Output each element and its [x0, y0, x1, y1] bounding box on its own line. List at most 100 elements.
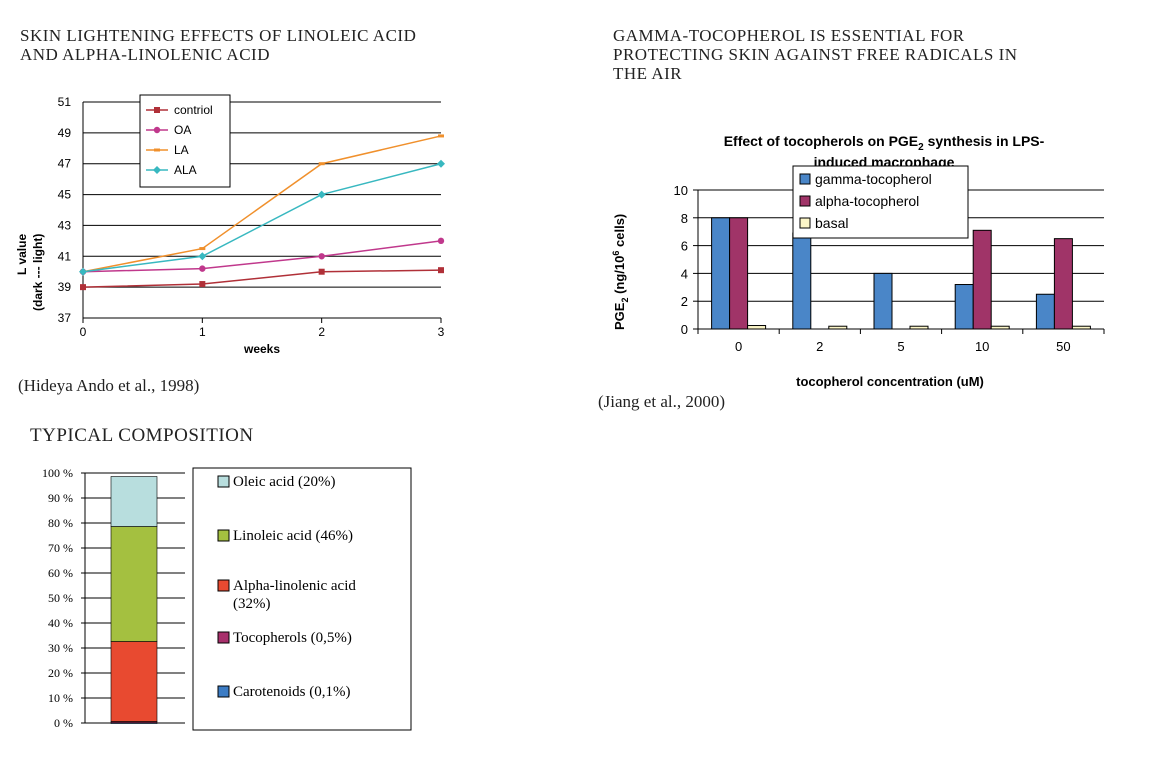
line-point-ala	[437, 159, 445, 168]
bar-basal-50	[1071, 325, 1091, 330]
legend-label-alpha-tocopherol: alpha-tocopherol	[815, 193, 919, 209]
bar-chart-y-tick-label: 0	[681, 322, 688, 337]
composition-y-tick-label: 80 %	[48, 516, 73, 530]
composition-legend-label: Alpha-linolenic acid	[233, 578, 356, 594]
legend-marker-contriol	[154, 107, 160, 113]
jiang-citation: (Jiang et al., 2000)	[598, 392, 725, 411]
bar-alpha-tocopherol-10	[972, 229, 992, 330]
composition-stacked-chart: 0 % 10 % 20 % 30 % 40 % 50 % 60 % 70 % 80 % 90 % 1…	[42, 466, 412, 731]
bar-chart-y-tick-label: 8	[681, 211, 688, 226]
bar-chart-x-tick-label: 0	[735, 339, 742, 354]
line-point-oa	[318, 253, 325, 260]
bar-gamma-tocopherol-50	[1035, 293, 1055, 330]
legend-marker-la	[154, 148, 160, 152]
line-point-ala	[79, 267, 87, 276]
line-chart-x-ticks: 0 1 2 3	[80, 318, 445, 339]
line-chart-y-tick-label: 45	[58, 188, 72, 202]
line-chart-y-tick-label: 47	[58, 157, 72, 171]
line-point-la	[199, 247, 206, 251]
bar-gamma-tocopherol-0	[711, 217, 731, 330]
composition-legend: Oleic acid (20%) Linoleic acid (46%) Alpha…	[217, 474, 356, 700]
composition-legend-label: Oleic acid (20%)	[233, 474, 335, 490]
bar-chart-y-tick-label: 10	[674, 183, 688, 198]
bar-alpha-tocopherol-50	[1053, 238, 1073, 330]
bar-chart-bars	[711, 217, 1091, 330]
bar-chart-title-line1: Effect of tocopherols on PGE2 synthesis …	[724, 133, 1045, 153]
legend-label-oa: OA	[174, 123, 191, 137]
bar-basal-0	[747, 325, 767, 330]
tocopherol-heading-line3: THE AIR	[613, 64, 683, 83]
line-chart-legend: contriol OA LA ALA	[139, 94, 231, 188]
composition-y-tick-label: 60 %	[48, 566, 73, 580]
line-series-ala	[82, 162, 442, 273]
line-point-oa	[437, 237, 445, 245]
line-chart-x-tick-label: 2	[318, 325, 325, 339]
composition-segment	[110, 476, 158, 527]
bar-chart-x-tick-label: 2	[816, 339, 823, 354]
line-chart-y-tick-label: 37	[58, 311, 72, 325]
composition-segment	[110, 526, 158, 642]
composition-legend-swatch	[217, 529, 230, 542]
bar-chart-x-ticks: 0 2 5 10 50	[697, 329, 1105, 354]
tocopherol-heading-line2: PROTECTING SKIN AGAINST FREE RADICALS IN	[613, 45, 1018, 64]
legend-swatch-basal	[799, 217, 811, 229]
line-chart-ylabel-line2: (dark --- light)	[31, 234, 45, 311]
legend-label-basal: basal	[815, 215, 848, 231]
line-point-contriol	[80, 284, 86, 291]
line-series-oa	[82, 240, 442, 273]
bar-chart-x-tick-label: 10	[975, 339, 989, 354]
composition-y-tick-label: 90 %	[48, 491, 73, 505]
skin-lightening-line-chart: 37 39 41 43 45 47 49 51 0 1 2 3 contriol OA LA ALA we…	[15, 94, 445, 356]
bar-chart-x-tick-label: 50	[1056, 339, 1070, 354]
line-point-la	[438, 134, 444, 138]
lightening-heading-line1: SKIN LIGHTENING EFFECTS OF LINOLEIC ACID	[20, 26, 417, 45]
line-chart-x-tick-label: 1	[199, 325, 206, 339]
tocopherol-heading: GAMMA-TOCOPHEROL IS ESSENTIAL FOR PROTEC…	[613, 26, 1018, 83]
legend-label-la: LA	[174, 143, 189, 157]
bar-chart-y-ticks: 0 2 4 6 8 10	[674, 183, 688, 337]
bar-chart-xlabel: tocopherol concentration (uM)	[796, 374, 984, 389]
line-point-contriol	[318, 268, 325, 275]
bar-chart-y-tick-label: 6	[681, 239, 688, 254]
composition-legend-label: Linoleic acid (46%)	[233, 528, 353, 544]
composition-legend-swatch	[217, 685, 230, 698]
bar-basal-5	[909, 325, 929, 330]
line-chart-y-tick-label: 43	[58, 218, 72, 232]
line-point-ala	[317, 190, 326, 199]
composition-segment	[110, 641, 158, 722]
legend-marker-ala	[153, 166, 161, 174]
ando-citation: (Hideya Ando et al., 1998)	[18, 376, 200, 395]
line-chart-y-tick-label: 41	[58, 249, 72, 263]
bar-gamma-tocopherol-10	[954, 284, 974, 330]
line-point-la	[318, 162, 325, 166]
composition-y-tick-label: 100 %	[42, 466, 73, 480]
line-chart-y-ticks: 37 39 41 43 45 47 49 51	[58, 95, 72, 325]
lightening-heading: SKIN LIGHTENING EFFECTS OF LINOLEIC ACID…	[20, 26, 416, 64]
composition-bar	[110, 476, 158, 724]
tocopherol-heading-line1: GAMMA-TOCOPHEROL IS ESSENTIAL FOR	[613, 26, 965, 45]
composition-legend-swatch	[217, 631, 230, 644]
composition-y-tick-label: 20 %	[48, 666, 73, 680]
bar-chart-ylabel: PGE2 (ng/106 cells)	[611, 214, 630, 330]
line-point-contriol	[438, 267, 444, 274]
composition-y-tick-label: 10 %	[48, 691, 73, 705]
line-chart-xlabel: weeks	[243, 342, 280, 356]
legend-label-contriol: contriol	[174, 103, 213, 117]
line-chart-x-tick-label: 0	[80, 325, 87, 339]
line-chart-y-tick-label: 51	[58, 95, 72, 109]
line-series-la	[82, 135, 442, 273]
bar-gamma-tocopherol-5	[873, 272, 893, 330]
bar-chart-y-tick-label: 2	[681, 294, 688, 309]
composition-legend-label-line2: (32%)	[233, 596, 271, 612]
line-series-contriol	[82, 269, 442, 288]
legend-swatch-gamma-tocopherol	[799, 173, 811, 185]
composition-legend-label: Carotenoids (0,1%)	[233, 684, 350, 700]
line-point-contriol	[199, 281, 206, 288]
lightening-heading-line2: AND ALPHA-LINOLENIC ACID	[20, 45, 270, 64]
composition-y-tick-label: 0 %	[54, 716, 73, 730]
line-point-oa	[199, 265, 206, 272]
legend-swatch-alpha-tocopherol	[799, 195, 811, 207]
composition-legend-label: Tocopherols (0,5%)	[233, 630, 352, 646]
bar-chart-legend: gamma-tocopherol alpha-tocopherol basal	[792, 165, 969, 239]
composition-legend-swatch	[217, 475, 230, 488]
